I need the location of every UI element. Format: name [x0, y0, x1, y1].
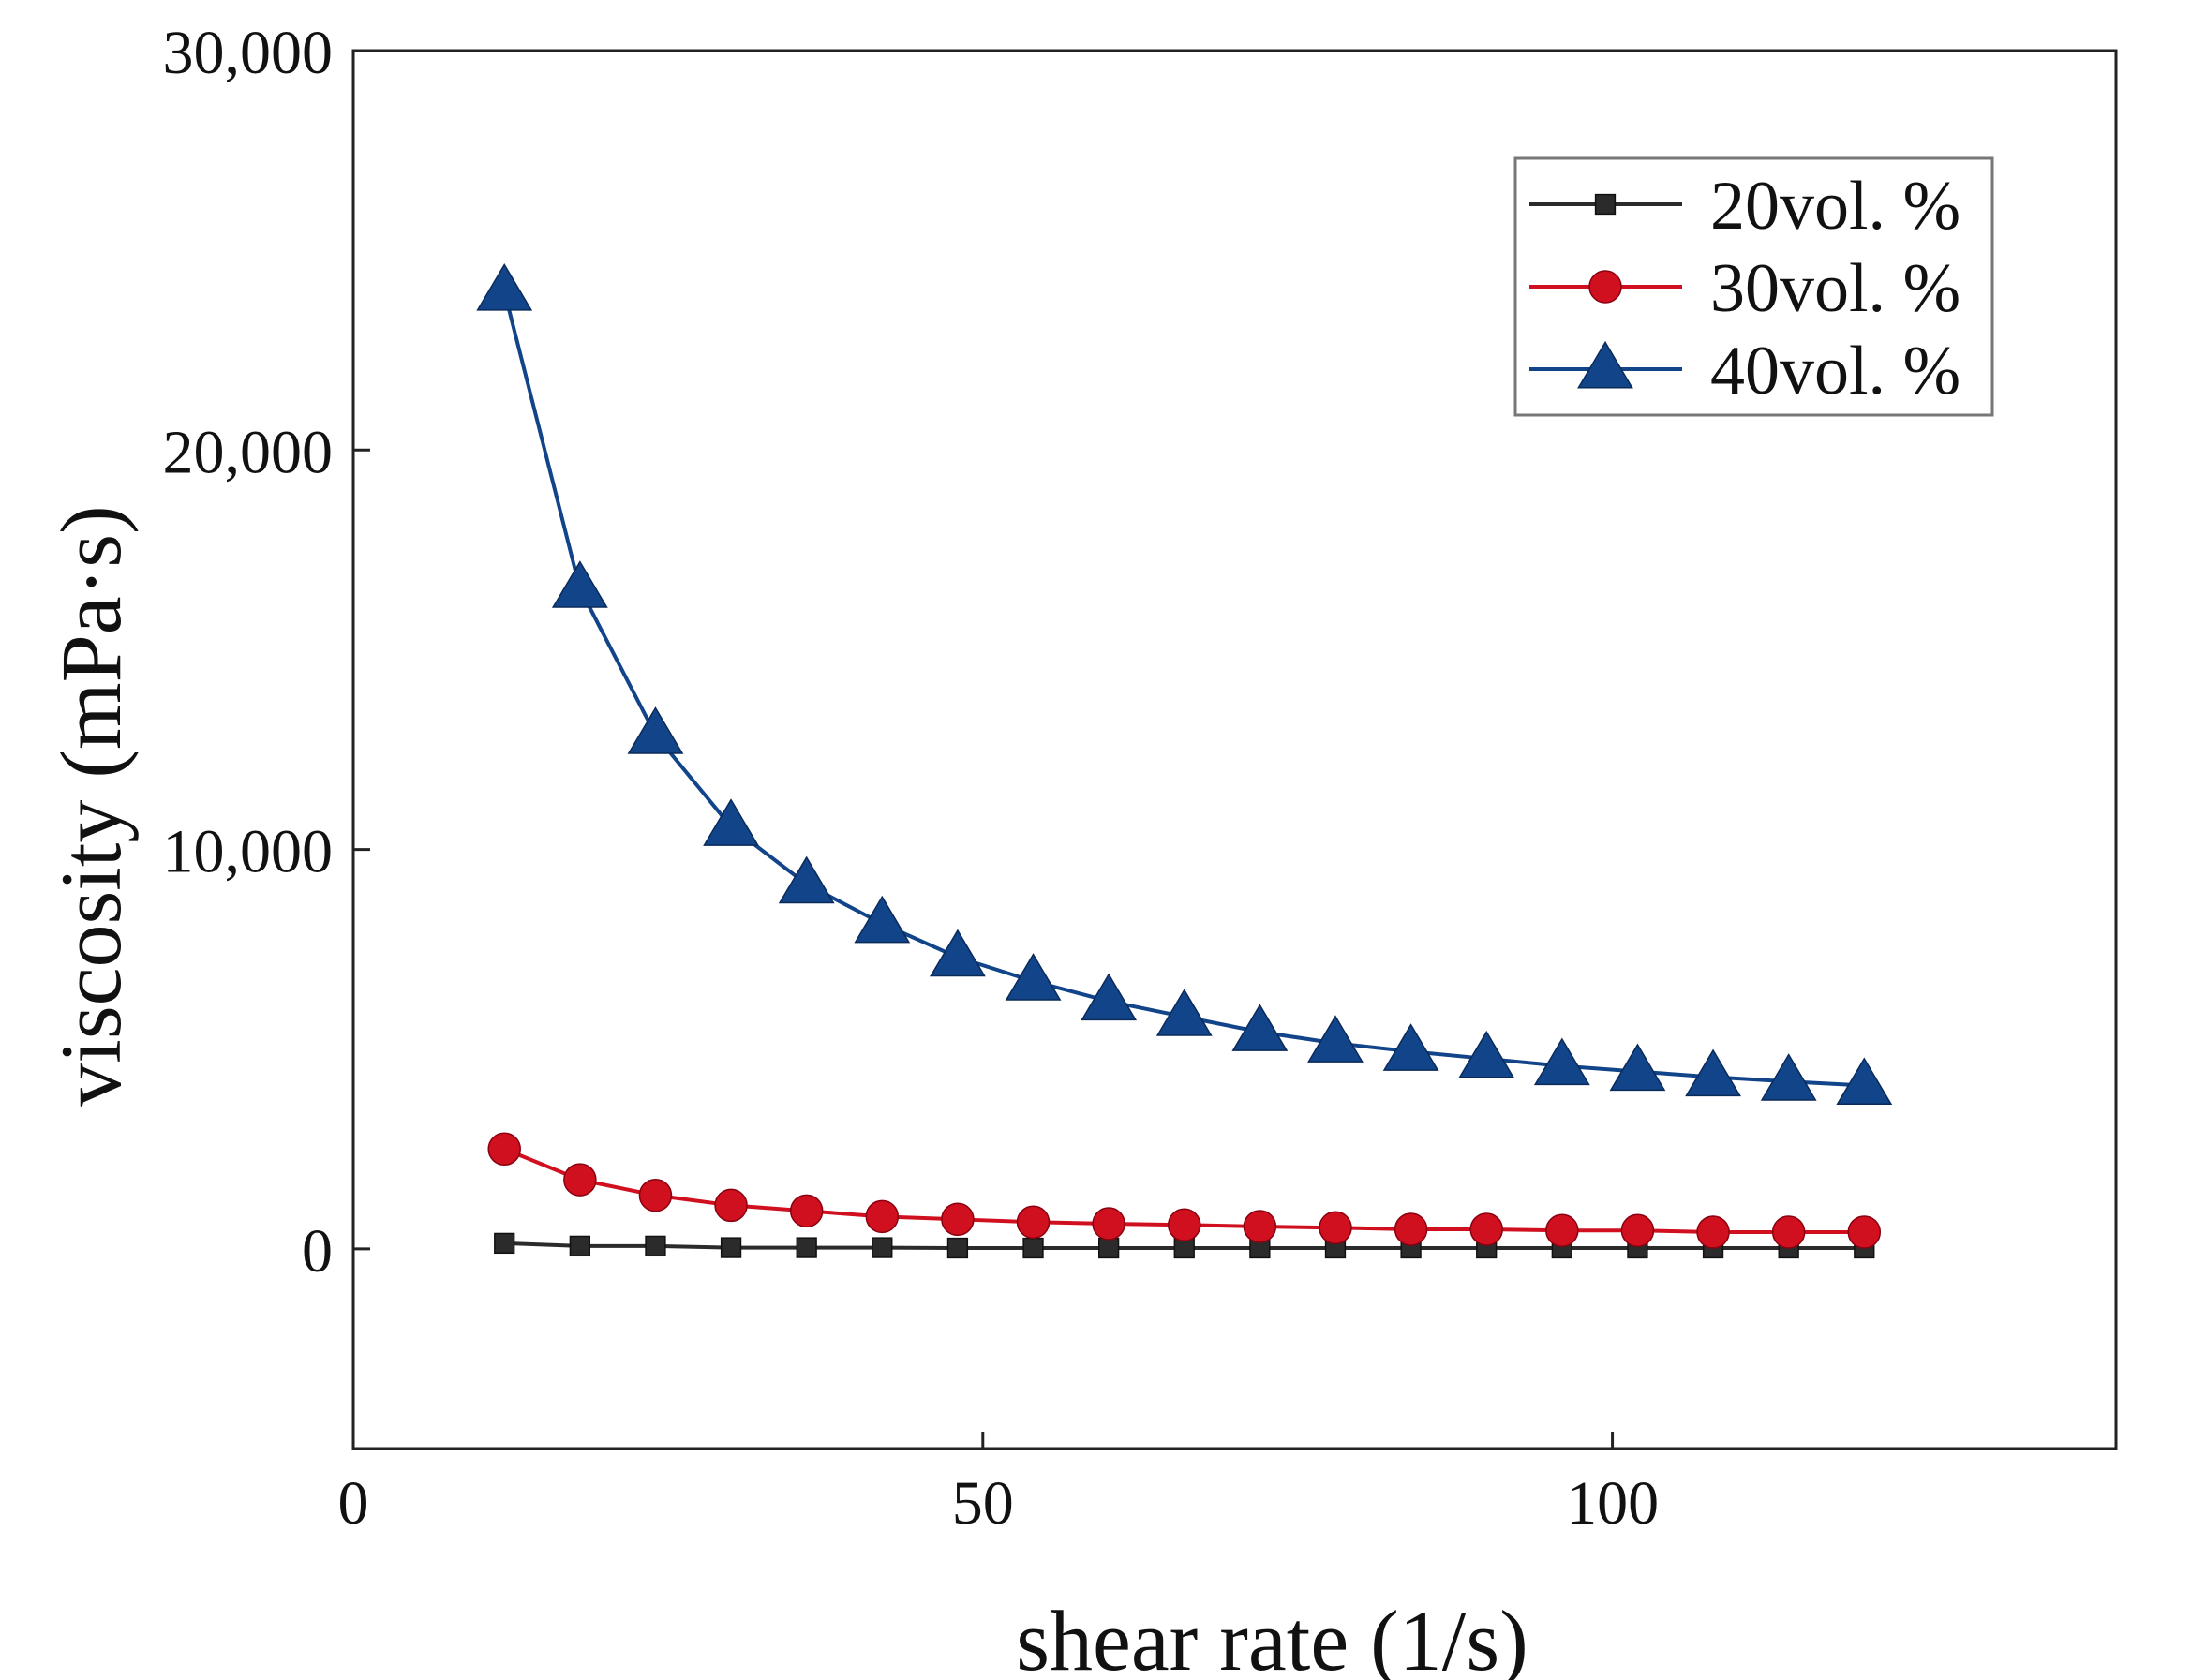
y-tick-label: 20,000: [163, 418, 334, 486]
y-tick-label: 10,000: [163, 818, 334, 886]
legend: 20vol. %30vol. %40vol. %: [1513, 156, 1994, 417]
triangle-marker: [1577, 340, 1633, 389]
plot-frame: [351, 49, 2118, 1450]
x-tick-label: 50: [952, 1469, 1014, 1538]
legend-label: 20vol. %: [1710, 168, 1960, 245]
x-tick-label: 100: [1566, 1469, 1659, 1538]
square-marker: [569, 1235, 590, 1257]
triangle-marker: [476, 262, 533, 311]
triangle-marker: [703, 798, 759, 846]
series-20vol: [494, 1232, 1875, 1259]
circle-marker: [1394, 1212, 1428, 1246]
triangle-marker: [627, 706, 684, 754]
triangle-marker: [854, 895, 911, 944]
circle-marker: [1696, 1215, 1730, 1249]
circle-marker: [1319, 1211, 1352, 1245]
circle-marker: [865, 1199, 900, 1234]
circle-marker: [941, 1202, 975, 1237]
circle-marker: [1016, 1205, 1051, 1240]
triangle-marker: [1533, 1037, 1590, 1086]
square-marker: [796, 1237, 817, 1258]
square-marker: [872, 1237, 893, 1258]
circle-marker: [1847, 1215, 1882, 1249]
triangle-marker: [778, 855, 835, 904]
square-marker: [946, 1237, 969, 1259]
series-30vol: [487, 1132, 1882, 1249]
circle-marker: [1243, 1210, 1277, 1243]
y-axis-label: viscosity (mPa·s): [43, 505, 139, 1106]
triangle-marker: [1081, 973, 1138, 1021]
circle-marker: [1620, 1213, 1655, 1247]
square-marker: [494, 1232, 515, 1255]
y-tick-label: 30,000: [163, 19, 334, 87]
triangle-marker: [1155, 989, 1213, 1036]
triangle-marker: [1231, 1004, 1289, 1051]
triangle-marker: [1685, 1048, 1741, 1097]
legend-label: 40vol. %: [1710, 333, 1960, 409]
triangle-marker: [1760, 1053, 1817, 1101]
triangle-marker: [1458, 1030, 1515, 1078]
circle-marker: [1545, 1213, 1579, 1247]
square-marker: [1022, 1237, 1044, 1259]
circle-marker: [1469, 1212, 1503, 1246]
square-marker: [645, 1235, 666, 1257]
circle-marker: [563, 1163, 597, 1197]
circle-marker: [1588, 270, 1622, 304]
circle-marker: [714, 1188, 748, 1223]
triangle-marker: [551, 560, 608, 608]
square-marker: [1594, 193, 1617, 216]
triangle-marker: [929, 929, 986, 977]
triangle-marker: [1005, 953, 1062, 1001]
y-tick-label: 0: [302, 1217, 333, 1286]
triangle-marker: [1836, 1057, 1893, 1106]
circle-marker: [1092, 1207, 1125, 1241]
square-marker: [1097, 1237, 1120, 1259]
circle-marker: [789, 1194, 824, 1228]
circle-marker: [1771, 1215, 1806, 1249]
x-axis-label: shear rate (1/s): [1016, 1593, 1528, 1680]
triangle-marker: [1382, 1023, 1439, 1071]
circle-marker: [638, 1178, 673, 1212]
legend-label: 30vol. %: [1710, 250, 1960, 327]
triangle-marker: [1609, 1043, 1666, 1092]
circle-marker: [1168, 1208, 1201, 1242]
triangle-marker: [1307, 1015, 1364, 1063]
square-marker: [720, 1237, 742, 1258]
x-tick-label: 0: [338, 1469, 369, 1538]
circle-marker: [487, 1132, 521, 1167]
series-40vol: [476, 262, 1893, 1106]
